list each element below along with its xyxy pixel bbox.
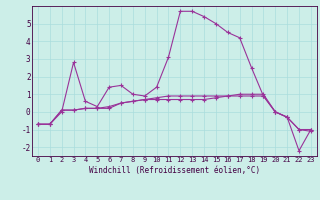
- X-axis label: Windchill (Refroidissement éolien,°C): Windchill (Refroidissement éolien,°C): [89, 166, 260, 175]
